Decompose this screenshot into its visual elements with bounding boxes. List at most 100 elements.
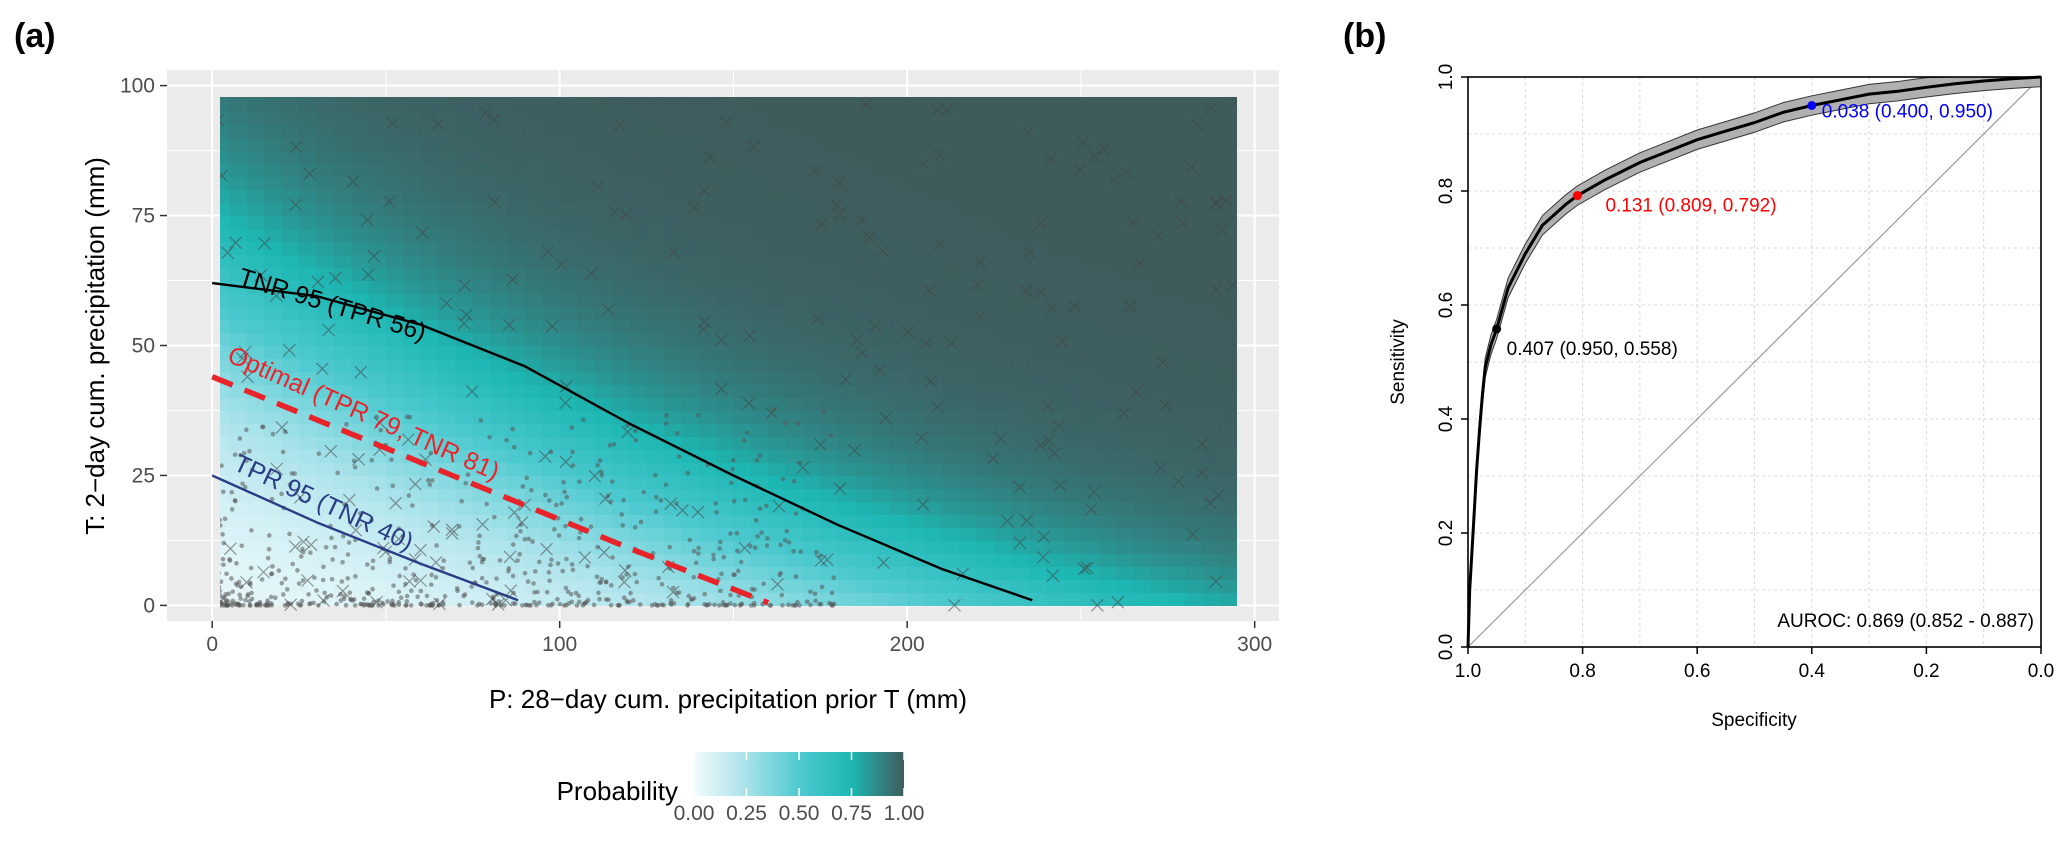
heatmap-cell <box>768 111 787 126</box>
heatmap-cell <box>1167 384 1186 399</box>
no-event-point <box>376 603 381 608</box>
heatmap-cell <box>420 436 439 451</box>
heatmap-cell <box>229 228 248 243</box>
heatmap-cell <box>872 566 891 581</box>
heatmap-cell <box>716 254 735 269</box>
heatmap-cell <box>490 540 509 555</box>
no-event-point <box>565 589 571 595</box>
no-event-point <box>312 575 317 580</box>
heatmap-cell <box>490 163 509 178</box>
heatmap-cell <box>1046 241 1065 256</box>
heatmap-cell <box>994 254 1013 269</box>
heatmap-cell <box>907 137 926 152</box>
no-event-point <box>606 597 611 602</box>
heatmap-cell <box>333 358 352 373</box>
event-point <box>427 520 441 533</box>
heatmap-cell <box>1150 423 1169 438</box>
heatmap-cell <box>1133 527 1152 542</box>
event-point <box>703 150 717 164</box>
heatmap-cell <box>663 488 682 503</box>
heatmap-cell <box>333 384 352 399</box>
heatmap-cell <box>1063 124 1082 139</box>
heatmap-cell <box>472 202 491 217</box>
heatmap-cell <box>820 501 839 516</box>
heatmap-cell <box>246 540 265 555</box>
heatmap-cell <box>855 293 874 308</box>
heatmap-cell <box>559 111 578 126</box>
event-point <box>445 523 459 537</box>
heatmap-cell <box>1219 553 1237 568</box>
heatmap-cell <box>802 527 821 542</box>
heatmap-cell <box>1167 514 1186 529</box>
heatmap-cell <box>438 254 457 269</box>
heatmap-cell <box>1046 592 1065 607</box>
heatmap-cell <box>1133 462 1152 477</box>
heatmap-cell <box>559 137 578 152</box>
event-point <box>416 226 429 240</box>
no-event-point <box>818 601 824 607</box>
heatmap-cell <box>1150 488 1169 503</box>
event-point <box>440 296 453 310</box>
heatmap-cell <box>1219 280 1237 295</box>
heatmap-cell <box>351 97 370 100</box>
heatmap-cell <box>507 384 526 399</box>
heatmap-cell <box>316 137 335 152</box>
no-event-point <box>424 603 429 608</box>
heatmap-cell <box>559 436 578 451</box>
heatmap-cell <box>1098 371 1117 386</box>
event-point <box>948 598 961 612</box>
heatmap-cell <box>785 423 804 438</box>
heatmap-cell <box>385 475 404 490</box>
heatmap-cell <box>1185 189 1204 204</box>
heatmap-cell <box>524 254 543 269</box>
heatmap-cell <box>1080 98 1099 113</box>
heatmap-cell <box>820 410 839 425</box>
heatmap-cell <box>1063 501 1082 516</box>
event-point <box>691 505 705 519</box>
heatmap-cell <box>385 150 404 165</box>
heatmap-cell <box>889 97 908 100</box>
heatmap-cell <box>889 293 908 308</box>
heatmap-cell <box>264 176 283 191</box>
heatmap-cell <box>716 267 735 282</box>
heatmap-cell <box>264 319 283 334</box>
heatmap-cell <box>385 410 404 425</box>
heatmap-cell <box>889 423 908 438</box>
heatmap-cell <box>855 501 874 516</box>
heatmap-cell <box>907 306 926 321</box>
heatmap-cell <box>872 254 891 269</box>
heatmap-cell <box>716 150 735 165</box>
event-point <box>1172 475 1186 488</box>
heatmap-cell <box>733 306 752 321</box>
heatmap-cell <box>368 98 387 113</box>
no-event-point <box>469 600 475 605</box>
heatmap-cell <box>1133 280 1152 295</box>
heatmap-cell <box>872 124 891 139</box>
heatmap-cell <box>646 501 665 516</box>
heatmap-cell <box>872 111 891 126</box>
heatmap-cell <box>924 163 943 178</box>
heatmap-cell <box>420 475 439 490</box>
heatmap-cell <box>385 436 404 451</box>
heatmap-cell <box>768 514 787 529</box>
heatmap-cell <box>577 397 596 412</box>
no-event-point <box>821 409 827 414</box>
heatmap-cell <box>281 553 300 568</box>
heatmap-cell <box>785 202 804 217</box>
heatmap-cell <box>1150 371 1169 386</box>
heatmap-cell <box>820 371 839 386</box>
heatmap-cell <box>716 189 735 204</box>
heatmap-cell <box>1115 176 1134 191</box>
no-event-point <box>597 580 603 585</box>
heatmap-cell <box>924 241 943 256</box>
heatmap-cell <box>663 215 682 230</box>
heatmap-cell <box>264 241 283 256</box>
heatmap-cell <box>490 345 509 360</box>
heatmap-cell <box>1185 124 1204 139</box>
heatmap-cell <box>220 436 231 451</box>
heatmap-cell <box>1150 306 1169 321</box>
heatmap-cell <box>1028 137 1047 152</box>
heatmap-cell <box>646 384 665 399</box>
heatmap-cell <box>455 449 474 464</box>
